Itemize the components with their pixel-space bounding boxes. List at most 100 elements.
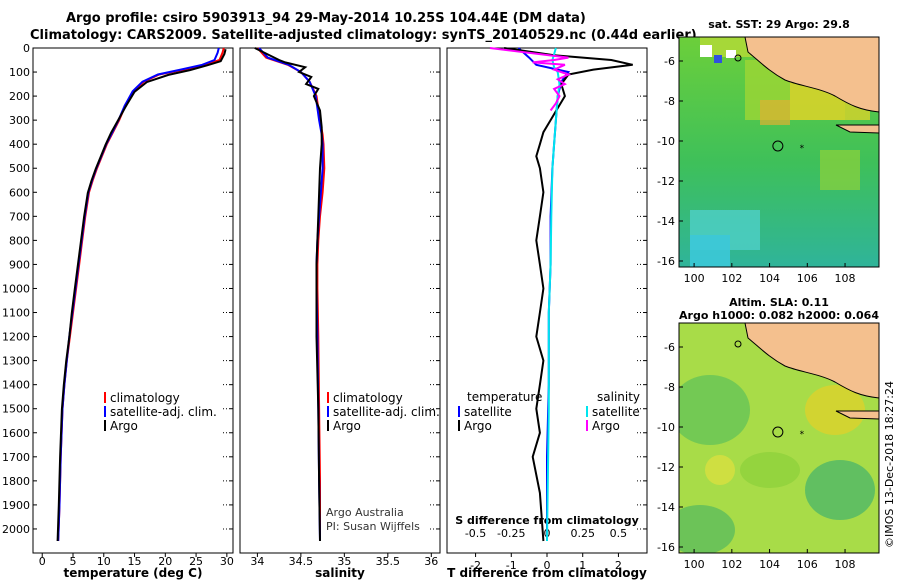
salinity-legend-label: satellite-adj. clim.	[333, 405, 440, 419]
temperature-xtick-label: 10	[97, 555, 111, 568]
temperature-series-line	[56, 48, 227, 542]
temperature-series-line	[57, 47, 225, 542]
sst-map-xtick-label: 102	[721, 272, 742, 285]
difference-legend-label: satellite	[592, 405, 640, 419]
difference-legend-label: Argo	[592, 419, 620, 433]
sla-map-subtitle: Argo h1000: 0.082 h2000: 0.064	[679, 309, 879, 322]
temperature-ytick-label: 600	[9, 186, 30, 199]
temperature-xlabel: temperature (deg C)	[64, 566, 203, 580]
temperature-series-line	[57, 47, 220, 542]
sla-map-xtick-label: 100	[684, 558, 705, 571]
sla-map-xtick-label: 108	[835, 558, 856, 571]
sla-map-ytick-label: -8	[664, 381, 675, 394]
sla-map-title: Altim. SLA: 0.11	[729, 296, 829, 309]
temperature-ytick-label: 1100	[2, 307, 30, 320]
temperature-ytick-label: 800	[9, 234, 30, 247]
sst-map-ytick-label: -14	[657, 215, 675, 228]
sst-map-ytick-label: -12	[657, 175, 675, 188]
sst-map-field	[679, 37, 879, 267]
sla-map-island-mark: *	[800, 430, 805, 440]
sla-map-frame	[678, 322, 880, 554]
page-title-line1: Argo profile: csiro 5903913_94 29-May-20…	[66, 11, 586, 26]
salinity-legend-label: Argo	[333, 419, 361, 433]
sst-map-island-mark: *	[800, 144, 805, 154]
temperature-xtick-label: 20	[158, 555, 172, 568]
sla-map-xtick-label: 102	[721, 558, 742, 571]
temperature-xtick-label: 15	[128, 555, 142, 568]
sst-map-xtick-label: 104	[759, 272, 780, 285]
temperature-xtick-label: 30	[220, 555, 234, 568]
salinity-series-line	[258, 47, 324, 542]
difference-series-line	[503, 47, 633, 542]
salinity-annotation: Argo Australia	[326, 506, 404, 519]
temperature-ytick-label: 100	[9, 66, 30, 79]
difference-legend-label: Argo	[464, 419, 492, 433]
sst-map-xtick-label: 106	[797, 272, 818, 285]
temperature-plot-frame	[32, 47, 234, 554]
temperature-ytick-label: 1800	[2, 475, 30, 488]
temperature-legend-label: satellite-adj. clim.	[110, 405, 217, 419]
sla-map-ytick-label: -12	[657, 461, 675, 474]
salinity-xtick-label: 35	[337, 555, 351, 568]
sst-map-argo-marker	[772, 140, 784, 152]
temperature-ytick-label: 1300	[2, 355, 30, 368]
temperature-ytick-label: 1200	[2, 331, 30, 344]
sla-map-ytick-label: -16	[657, 541, 675, 554]
difference-xtick-label: -1	[506, 559, 517, 572]
temperature-ytick-label: 900	[9, 258, 30, 271]
salinity-xtick-label: 36	[424, 555, 438, 568]
difference-xtick2-label: 0.5	[610, 527, 628, 540]
difference-xtick2-label: -0.25	[497, 527, 525, 540]
salinity-xtick-label: 35.5	[376, 555, 401, 568]
temperature-xtick-label: 0	[39, 555, 46, 568]
temperature-ytick-label: 300	[9, 114, 30, 127]
temperature-ytick-label: 1900	[2, 499, 30, 512]
sst-map-ytick-label: -8	[664, 95, 675, 108]
temperature-legend-label: climatology	[110, 391, 180, 405]
difference-xtick-label: -2	[470, 559, 481, 572]
salinity-annotation: PI: Susan Wijffels	[326, 520, 420, 533]
difference-xtick-label: 2	[615, 559, 622, 572]
temperature-xtick-label: 5	[70, 555, 77, 568]
difference-series-line	[489, 47, 572, 112]
temperature-ytick-label: 200	[9, 90, 30, 103]
sla-map-xtick-label: 106	[797, 558, 818, 571]
salinity-xlabel: salinity	[315, 566, 365, 580]
difference-legend-title-right: salinity	[597, 390, 640, 404]
temperature-ytick-label: 1000	[2, 282, 30, 295]
salinity-series-line	[256, 47, 326, 541]
difference-xtick-label: 0	[544, 559, 551, 572]
salinity-xtick-label: 34	[250, 555, 264, 568]
difference-xtick-label: 1	[579, 559, 586, 572]
sst-map-ytick-label: -6	[664, 55, 675, 68]
temperature-xtick-label: 25	[189, 555, 203, 568]
difference-legend-title-left: temperature	[467, 390, 542, 404]
temperature-ytick-label: 700	[9, 210, 30, 223]
temperature-ytick-label: 1600	[2, 427, 30, 440]
temperature-ytick-label: 0	[23, 42, 30, 55]
salinity-plot-frame	[239, 47, 441, 554]
difference-series-line	[546, 47, 561, 542]
difference-xtick2-label: 0.25	[570, 527, 595, 540]
sla-map-ytick-label: -14	[657, 501, 675, 514]
sst-map-xtick-label: 108	[835, 272, 856, 285]
temperature-ytick-label: 1400	[2, 379, 30, 392]
temperature-ytick-label: 2000	[2, 523, 30, 536]
sla-map-ytick-label: -10	[657, 421, 675, 434]
temperature-legend-label: Argo	[110, 419, 138, 433]
sst-map-ytick-label: -10	[657, 135, 675, 148]
temperature-ytick-label: 1700	[2, 451, 30, 464]
sst-map-frame	[678, 36, 880, 268]
temperature-ytick-label: 500	[9, 162, 30, 175]
sla-map-field	[679, 323, 879, 553]
sla-map-argo-marker	[772, 426, 784, 438]
sst-map-title: sat. SST: 29 Argo: 29.8	[708, 18, 850, 31]
sla-map-ytick-label: -6	[664, 341, 675, 354]
difference-xlabel: T difference from climatology	[447, 566, 647, 580]
difference-legend-label: satellite	[464, 405, 512, 419]
salinity-series-line	[254, 47, 323, 542]
temperature-ytick-label: 1500	[2, 403, 30, 416]
sst-map-ytick-label: -16	[657, 255, 675, 268]
sst-map-xtick-label: 100	[684, 272, 705, 285]
